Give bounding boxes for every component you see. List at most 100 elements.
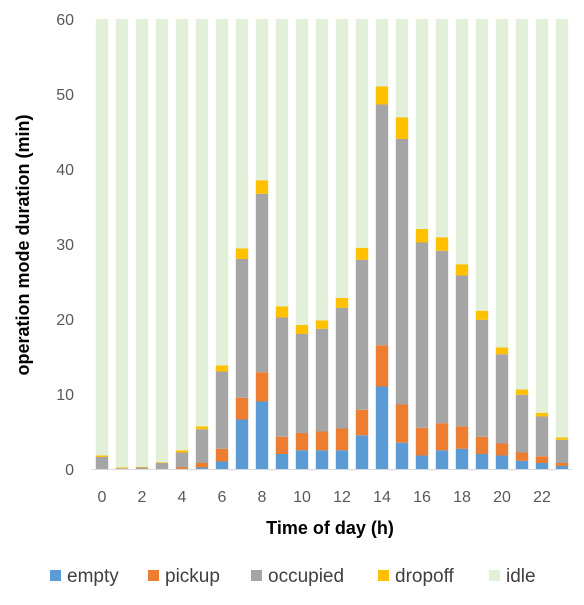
bar-segment-empty	[195, 467, 209, 469]
x-tick-label: 4	[178, 489, 187, 506]
bar-segment-idle	[175, 19, 189, 451]
legend-label-idle: idle	[506, 566, 536, 587]
bar-segment-idle	[95, 19, 109, 456]
bar-segment-pickup	[515, 452, 529, 461]
bar-segment-dropoff	[355, 247, 369, 260]
bar-segment-pickup	[295, 433, 309, 451]
bar-segment-idle	[435, 19, 449, 238]
bar-segment-empty	[355, 435, 369, 469]
bar-segment-occupied	[335, 307, 349, 429]
bar-segment-dropoff	[155, 462, 169, 463]
bar-segment-occupied	[195, 429, 209, 463]
bar-segment-idle	[255, 19, 269, 181]
bar-segment-occupied	[115, 468, 129, 469]
bar-segment-idle	[155, 19, 169, 463]
bar-segment-idle	[455, 19, 469, 265]
bar-segment-dropoff	[395, 117, 409, 139]
bar-segment-pickup	[535, 456, 549, 463]
y-axis-ticks: 0 10 20 30 40 50 60	[56, 12, 74, 479]
bar-segment-empty	[435, 450, 449, 469]
bar-segment-dropoff	[115, 467, 129, 469]
bar-segment-dropoff	[455, 264, 469, 276]
bar-segment-occupied	[275, 317, 289, 437]
bar-segment-idle	[135, 19, 149, 467]
bar-segment-pickup	[415, 427, 429, 456]
bar-segment-empty	[495, 455, 509, 469]
y-axis-title: operation mode duration (min)	[13, 115, 33, 376]
bar-segment-idle	[335, 19, 349, 298]
x-tick-label: 6	[218, 489, 227, 506]
bar-segment-dropoff	[475, 310, 489, 320]
bar-segment-idle	[375, 19, 389, 87]
bar-segment-pickup	[235, 397, 249, 420]
bar-segment-occupied	[135, 467, 149, 469]
bar-segment-empty	[415, 455, 429, 469]
bar-segment-pickup	[255, 372, 269, 402]
y-tick-label: 50	[56, 87, 74, 104]
x-tick-label: 12	[333, 489, 351, 506]
bar-segment-empty	[275, 454, 289, 469]
bar-segment-occupied	[395, 139, 409, 405]
x-tick-label: 10	[293, 489, 311, 506]
bar-segment-idle	[235, 19, 249, 249]
bar-segment-dropoff	[255, 180, 269, 194]
bar-segment-empty	[335, 450, 349, 469]
bar-segment-dropoff	[175, 450, 189, 453]
bar-segment-occupied	[475, 319, 489, 437]
bar-segment-idle	[535, 19, 549, 413]
bar-segment-occupied	[375, 104, 389, 346]
bar-segment-empty	[215, 461, 229, 469]
bar-segment-idle	[275, 19, 289, 307]
bar-segment-idle	[495, 19, 509, 348]
bar-segment-pickup	[335, 428, 349, 451]
bar-segment-dropoff	[235, 248, 249, 259]
bar-segment-empty	[555, 466, 569, 469]
legend-label-pickup: pickup	[165, 566, 220, 587]
bar-segment-empty	[295, 450, 309, 469]
bar-segment-dropoff	[555, 437, 569, 440]
bar-segment-occupied	[315, 328, 329, 432]
x-tick-label: 22	[533, 489, 551, 506]
bar-segment-idle	[355, 19, 369, 248]
bar-segment-empty	[235, 419, 249, 469]
bar-segment-occupied	[295, 334, 309, 433]
legend-swatch-dropoff	[378, 570, 389, 581]
y-tick-label: 60	[56, 12, 74, 29]
bar-segment-occupied	[215, 371, 229, 449]
bar-segment-pickup	[435, 423, 449, 451]
bar-segment-dropoff	[375, 86, 389, 105]
bar-segment-occupied	[155, 463, 169, 469]
x-tick-label: 2	[138, 489, 147, 506]
legend-swatch-empty	[50, 570, 61, 581]
bar-segment-empty	[515, 460, 529, 469]
y-tick-label: 20	[56, 312, 74, 329]
bar-segment-occupied	[555, 439, 569, 463]
bar-segment-idle	[215, 19, 229, 366]
bar-segment-idle	[315, 19, 329, 321]
bar-segment-occupied	[535, 416, 549, 457]
bar-segment-idle	[415, 19, 429, 229]
bar-segment-dropoff	[295, 325, 309, 334]
bar-segment-dropoff	[415, 229, 429, 243]
bar-segment-pickup	[555, 463, 569, 466]
bar-segment-occupied	[175, 452, 189, 468]
y-tick-label: 40	[56, 162, 74, 179]
bar-segment-pickup	[395, 404, 409, 443]
bar-segment-occupied	[515, 394, 529, 453]
bar-segment-idle	[115, 19, 129, 468]
bar-segment-occupied	[495, 354, 509, 444]
bar-segment-empty	[255, 401, 269, 469]
y-tick-label: 30	[56, 237, 74, 254]
bar-segment-occupied	[355, 259, 369, 410]
bar-segment-dropoff	[95, 455, 109, 457]
legend-swatch-occupied	[251, 570, 262, 581]
bar-segment-pickup	[495, 443, 509, 456]
bar-segment-pickup	[195, 463, 209, 468]
bar-segment-idle	[555, 19, 569, 438]
bar-segment-dropoff	[195, 426, 209, 430]
x-tick-label: 16	[413, 489, 431, 506]
bar-segment-pickup	[475, 436, 489, 454]
legend-label-occupied: occupied	[268, 566, 344, 587]
bar-segment-pickup	[315, 431, 329, 451]
bar-segment-pickup	[175, 467, 189, 469]
